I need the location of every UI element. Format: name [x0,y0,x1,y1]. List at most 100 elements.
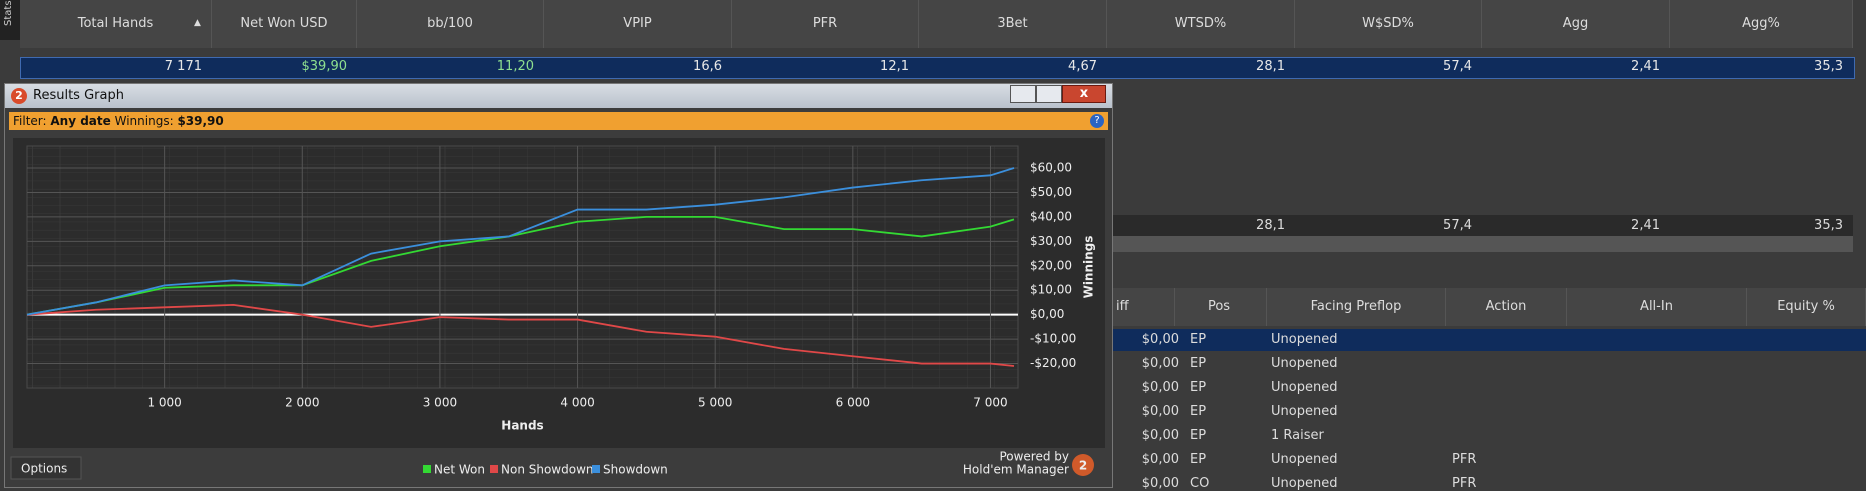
facing: Unopened [1271,404,1338,419]
position: EP [1190,404,1207,419]
series-line [26,167,1015,316]
amount: $0,00 [1141,452,1179,467]
action: PFR [1452,476,1477,491]
filter-bar: Filter: Any date Winnings: $39,90 ? [9,112,1108,130]
app-icon: 2 [11,88,27,104]
minimize[interactable] [1010,85,1036,103]
stat-value: 4,67 [1068,59,1097,74]
x-axis-label: Hands [501,419,543,433]
options-label[interactable]: Options [21,462,67,476]
close[interactable]: x [1062,85,1106,103]
filter-label: Filter: [13,114,47,128]
column-header: W$SD% [1295,0,1482,48]
hands-column-header: All-In [1567,288,1747,326]
stat-value: 28,1 [1256,59,1285,74]
y-tick-label: $20,00 [1030,258,1072,272]
maximize[interactable] [1036,85,1062,103]
amount: $0,00 [1141,476,1179,491]
amount: $0,00 [1141,356,1179,371]
x-tick-label: 3 000 [423,396,457,410]
y-tick-label: -$10,00 [1030,332,1076,346]
legend-label: Net Won [434,463,485,477]
sidebar: Stats [0,0,20,40]
stat-value: 12,1 [880,59,909,74]
x-tick-label: 5 000 [698,396,732,410]
stat-value: 57,4 [1443,59,1472,74]
amount: $0,00 [1141,332,1179,347]
x-tick-label: 2 000 [285,396,319,410]
sidebar-tab[interactable]: Stats [3,0,14,26]
selected-row [20,57,1855,79]
series-line [26,215,1015,316]
facing: Unopened [1271,452,1338,467]
position: EP [1190,428,1207,443]
hands-column-header: Pos [1172,288,1267,326]
summary-value: 2,41 [1631,218,1660,233]
filter-date: Any date [50,114,111,128]
position: EP [1190,380,1207,395]
column-header: Agg [1482,0,1670,48]
x-tick-label: 6 000 [836,396,870,410]
stat-value: $39,90 [301,59,348,74]
stat-value: 16,6 [693,59,722,74]
winnings: $39,90 [177,114,224,128]
facing: Unopened [1271,332,1338,347]
sort-arrow: ▲ [194,18,201,28]
facing: 1 Raiser [1271,428,1324,443]
hands-column-header: Action [1446,288,1567,326]
y-tick-label: $60,00 [1030,161,1072,175]
column-header: bb/100 [357,0,544,48]
stat-value: 7 171 [164,59,202,74]
y-tick-label: -$20,00 [1030,356,1076,370]
facing: Unopened [1271,356,1338,371]
winnings-label: Winnings: [114,114,174,128]
stat-value: 2,41 [1631,59,1660,74]
logo [1072,454,1094,476]
position: EP [1190,332,1207,347]
logo-text: 2 [1079,459,1087,473]
y-axis-label: Winnings [1082,236,1096,299]
y-tick-label: $50,00 [1030,185,1072,199]
selected-hand [1113,329,1866,351]
hands-column-header: Facing Preflop [1267,288,1446,326]
stat-value: 35,3 [1814,59,1843,74]
y-tick-label: $10,00 [1030,283,1072,297]
summary-value: 57,4 [1443,218,1472,233]
summary-value: 35,3 [1814,218,1843,233]
amount: $0,00 [1141,380,1179,395]
amount: $0,00 [1141,428,1179,443]
hands-column-header: Equity % [1747,288,1866,326]
summary-value: 28,1 [1256,218,1285,233]
legend-swatch [423,465,431,473]
facing: Unopened [1271,380,1338,395]
position: EP [1190,356,1207,371]
column-header: Agg% [1670,0,1853,48]
legend-label: Non Showdown [501,463,594,477]
column-header: VPIP [544,0,732,48]
legend-swatch [592,465,600,473]
summary-row [1113,215,1853,236]
position: EP [1190,452,1207,467]
y-tick-label: $0,00 [1030,307,1064,321]
hands-column-header: iff [1113,288,1175,326]
scrollbar[interactable] [1113,236,1853,252]
column-header: PFR [732,0,919,48]
options-button[interactable] [10,456,82,480]
y-tick-label: $40,00 [1030,209,1072,223]
action: PFR [1452,452,1477,467]
brand: Hold'em Manager [963,463,1069,477]
column-header: WTSD% [1107,0,1295,48]
chart: Options Powered by Hold'em Manager 2 $60… [10,138,1105,480]
column-header: Net Won USD [212,0,357,48]
title-bar: 2 Results Graph x [5,84,1112,108]
x-tick-label: 4 000 [560,396,594,410]
plot-area [26,145,1019,389]
stat-value: 11,20 [496,59,534,74]
y-tick-label: $30,00 [1030,234,1072,248]
legend-label: Showdown [603,463,668,477]
hands-header [1113,288,1866,326]
legend-swatch [490,465,498,473]
help[interactable]: ? [1090,114,1104,128]
x-tick-label: 1 000 [147,396,181,410]
